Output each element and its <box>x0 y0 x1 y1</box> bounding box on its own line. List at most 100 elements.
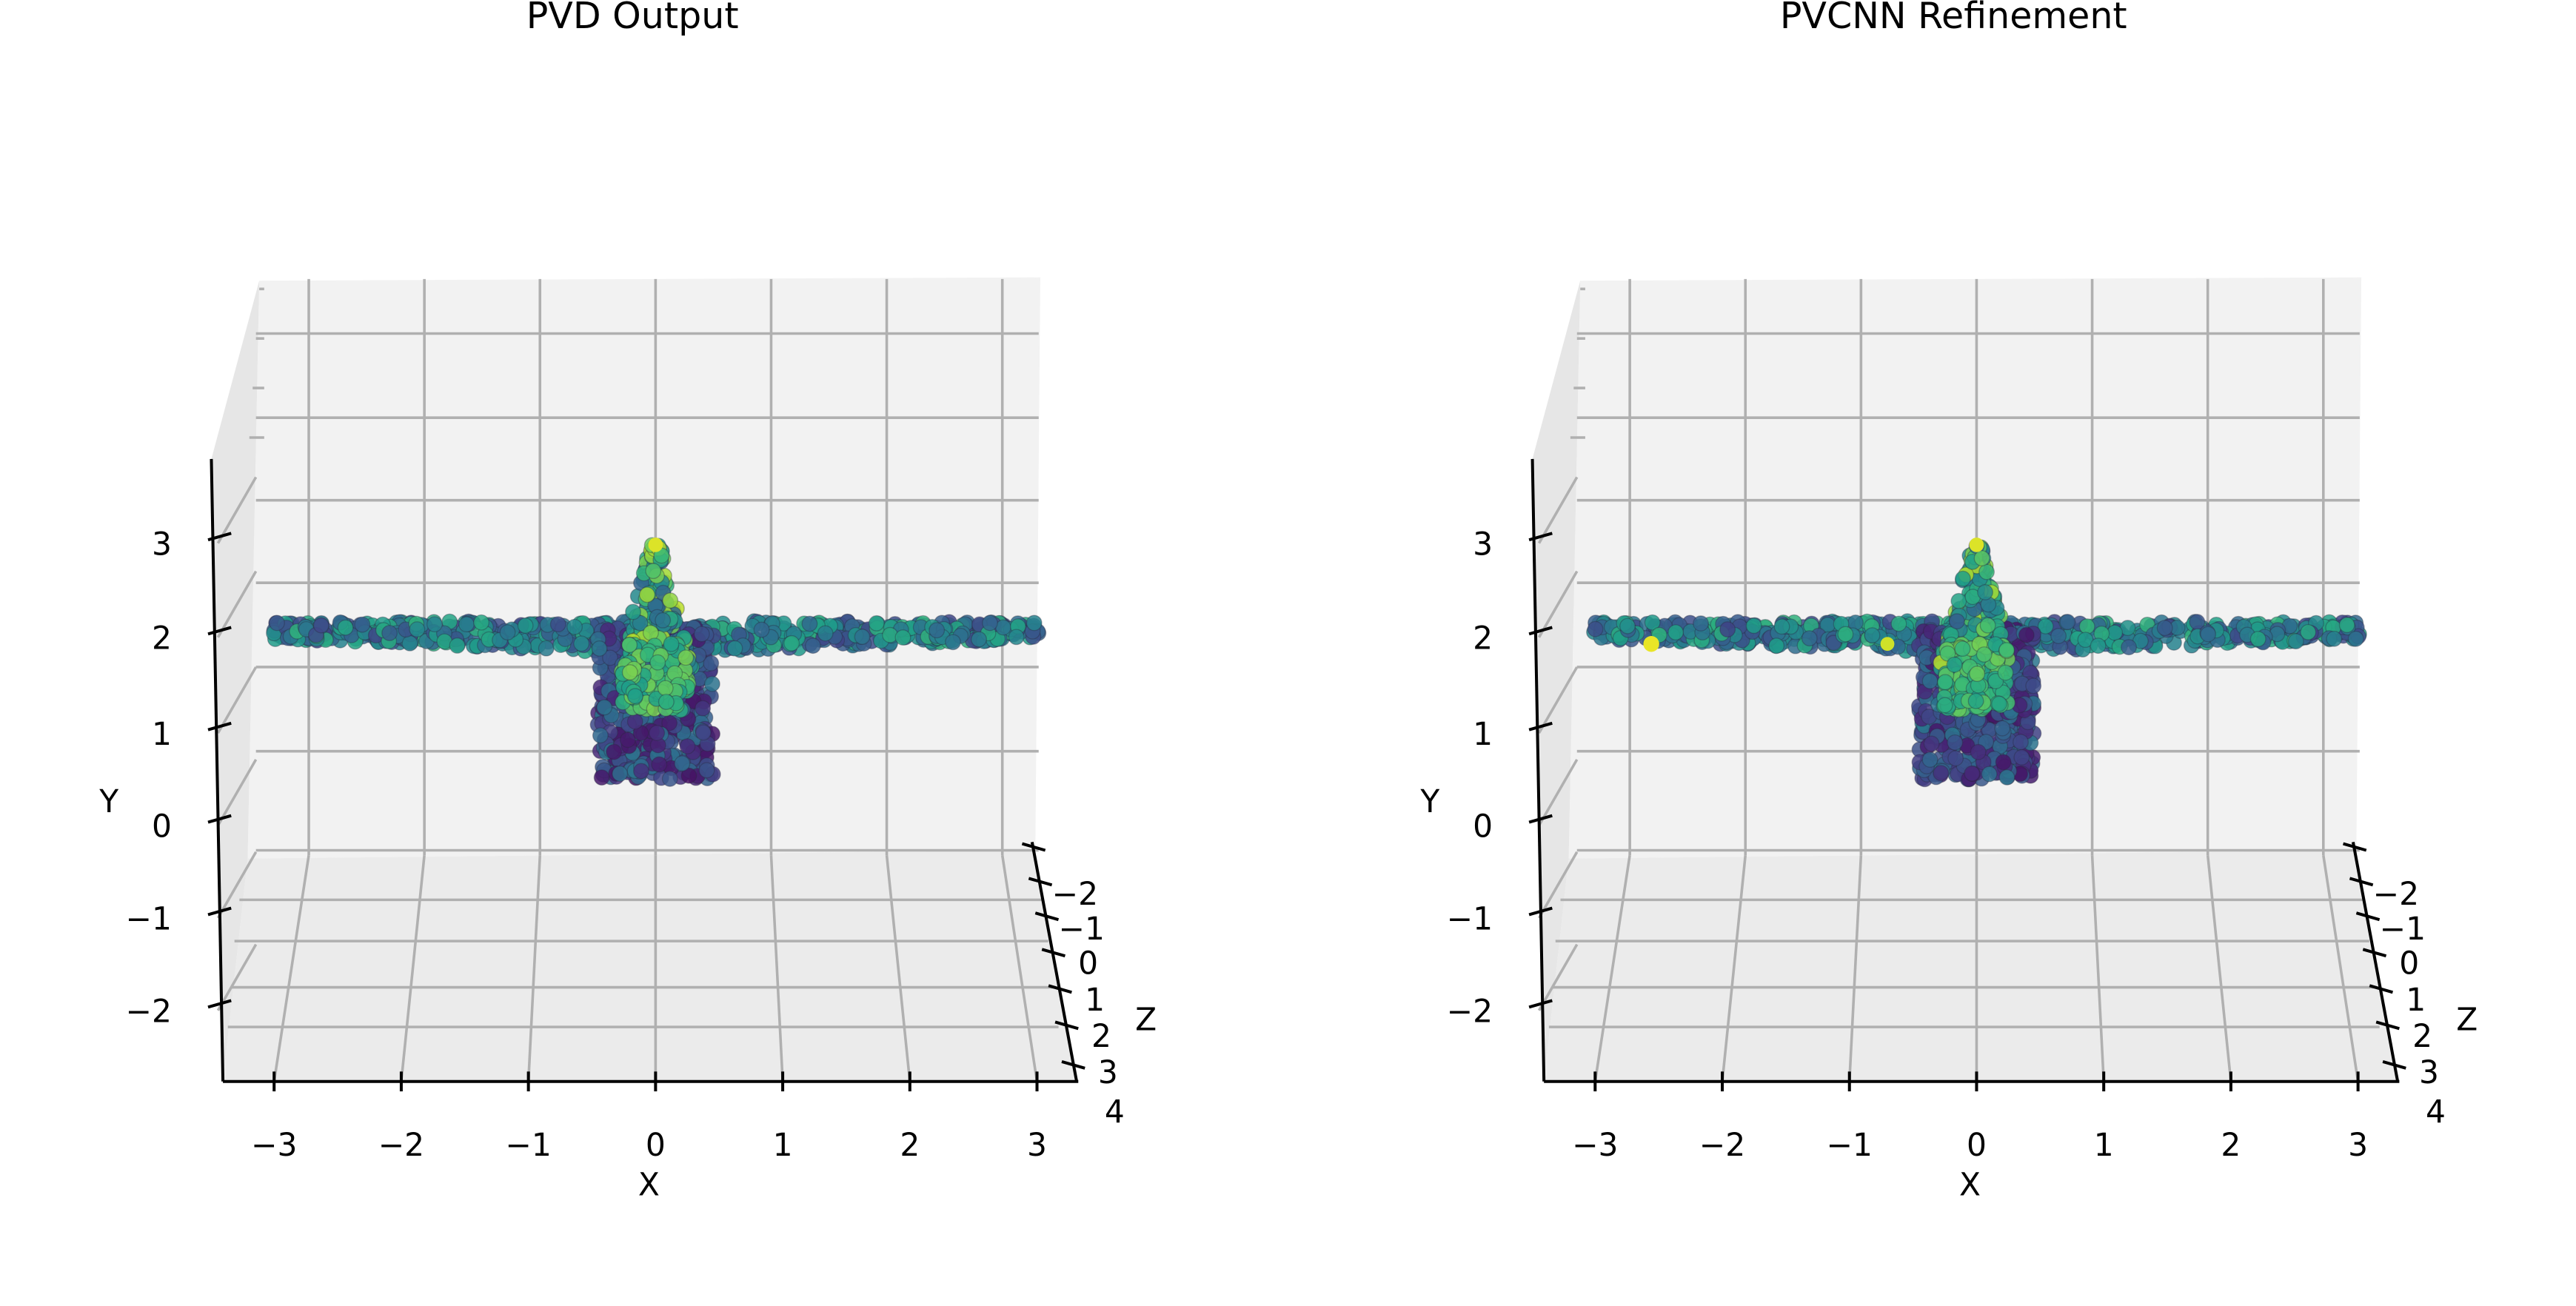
data-point <box>1969 666 1986 683</box>
data-point <box>633 763 649 780</box>
data-point <box>1864 627 1881 644</box>
data-point <box>538 640 555 657</box>
data-point <box>639 586 655 603</box>
z-tick-label: 2 <box>1091 1018 1111 1054</box>
data-point <box>2013 749 2030 766</box>
z-tick-label: 1 <box>1085 982 1105 1018</box>
data-point <box>1991 695 2007 712</box>
data-point <box>817 625 834 642</box>
y-tick-label: 2 <box>1473 620 1493 656</box>
data-point <box>2200 626 2217 643</box>
z-tick-label: 1 <box>2406 982 2426 1018</box>
data-point <box>1643 636 1659 652</box>
data-point <box>1936 697 1953 714</box>
z-axis-label: Z <box>2456 1002 2478 1038</box>
data-point <box>2018 626 2035 643</box>
data-point <box>1995 754 2012 771</box>
data-point <box>982 615 998 632</box>
data-point <box>627 688 643 705</box>
data-point <box>1946 656 1963 673</box>
y-tick-label: −1 <box>1447 901 1493 937</box>
data-point <box>649 654 666 671</box>
data-point <box>1954 640 1971 657</box>
data-point <box>2077 632 2094 649</box>
data-point <box>651 756 668 773</box>
data-point <box>1978 563 1995 580</box>
x-tick-label: −3 <box>1572 1127 1618 1163</box>
data-point <box>1801 630 1818 647</box>
data-point <box>662 592 679 609</box>
data-point <box>354 616 371 633</box>
y-tick-label: 1 <box>1473 716 1493 752</box>
subplot-title: PVD Output <box>526 0 739 37</box>
data-point <box>2090 637 2107 654</box>
data-point <box>312 617 329 634</box>
data-point <box>549 616 566 633</box>
z-tick-label: −1 <box>2380 911 2426 947</box>
data-point <box>678 649 695 666</box>
data-point <box>1950 592 1967 609</box>
data-point <box>971 631 987 648</box>
data-point <box>1947 750 1964 767</box>
scatter-points <box>1586 538 2367 788</box>
data-point <box>894 629 911 646</box>
data-point <box>2300 623 2317 640</box>
data-point <box>573 635 590 652</box>
data-point <box>2347 630 2364 647</box>
data-point <box>648 538 663 552</box>
data-point <box>626 713 643 730</box>
data-point <box>1964 765 1981 782</box>
data-point <box>657 680 674 697</box>
data-point <box>1008 629 1025 646</box>
data-point <box>693 626 710 643</box>
data-point <box>2059 614 2076 631</box>
data-point <box>679 738 696 754</box>
data-point <box>1976 646 1993 663</box>
y-tick-label: −2 <box>125 993 171 1029</box>
data-point <box>1773 618 1790 635</box>
z-tick-label: 2 <box>2412 1018 2432 1054</box>
x-axis-label: X <box>1959 1167 1981 1203</box>
data-point <box>473 614 490 631</box>
y-tick-label: 1 <box>152 716 172 752</box>
data-point <box>606 743 623 760</box>
data-point <box>674 755 691 772</box>
data-point <box>401 634 418 652</box>
y-tick-label: −1 <box>125 901 171 937</box>
data-point <box>499 624 516 641</box>
data-point <box>1693 615 1709 632</box>
data-point <box>1837 626 1854 643</box>
z-tick-label: 4 <box>2426 1094 2446 1130</box>
data-point <box>1921 751 1938 768</box>
data-point <box>695 724 712 741</box>
data-point <box>2013 734 2029 751</box>
z-tick-label: 0 <box>1078 945 1098 982</box>
data-point <box>337 619 354 636</box>
data-point <box>2287 633 2304 650</box>
data-point <box>1998 642 2015 658</box>
data-point <box>698 762 715 779</box>
data-point <box>854 629 871 646</box>
y-tick-label: 3 <box>1473 526 1493 562</box>
data-point <box>804 637 821 654</box>
z-tick-label: 3 <box>1098 1054 1118 1091</box>
data-point <box>619 731 636 749</box>
data-point <box>632 615 649 632</box>
z-tick-label: 0 <box>2399 945 2419 982</box>
z-tick-label: 3 <box>2419 1054 2439 1091</box>
y-tick-label: 3 <box>152 526 172 562</box>
data-point <box>612 766 629 782</box>
x-tick-label: −2 <box>1699 1127 1745 1163</box>
data-point <box>945 634 961 651</box>
data-point <box>2025 677 2042 694</box>
data-point <box>458 616 475 633</box>
data-point <box>661 771 678 787</box>
data-point <box>1981 766 1998 783</box>
y-tick-label: 0 <box>152 808 172 845</box>
data-point <box>1026 615 1043 632</box>
z-tick-label: −2 <box>2373 876 2419 912</box>
data-point <box>703 675 720 692</box>
